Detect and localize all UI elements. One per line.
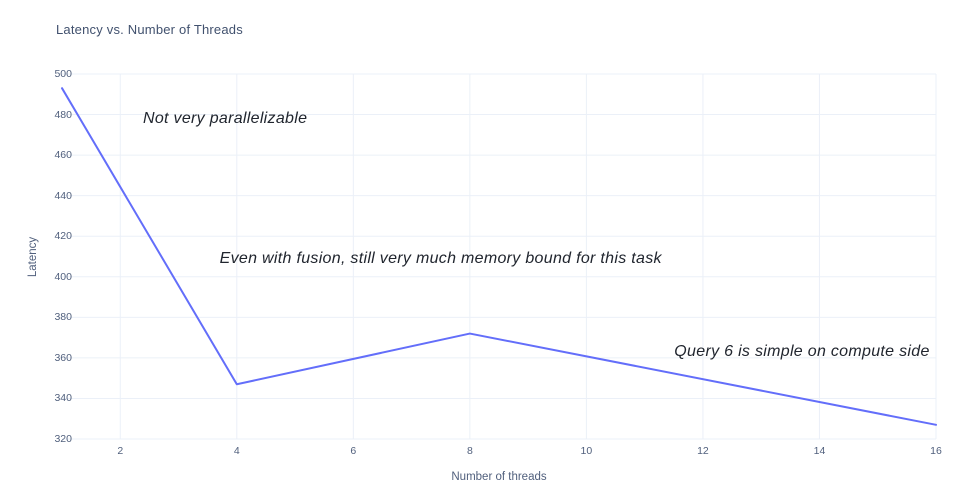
latency-line-trace[interactable] <box>61 87 937 426</box>
x-tick-label: 2 <box>117 445 124 457</box>
y-tick-label: 460 <box>54 149 72 162</box>
x-tick-label: 12 <box>697 445 709 457</box>
x-axis-title: Number of threads <box>451 471 547 483</box>
y-tick-label: 360 <box>54 351 72 364</box>
x-tick-label: 8 <box>466 445 473 457</box>
chart-title: Latency vs. Number of Threads <box>56 22 243 37</box>
chart-annotation: Query 6 is simple on compute side <box>674 342 930 360</box>
x-tick-label: 14 <box>813 445 826 457</box>
y-tick-label: 340 <box>54 392 72 405</box>
y-tick-label: 440 <box>54 189 72 202</box>
x-tick-label: 4 <box>233 445 240 457</box>
x-tick-label: 10 <box>580 445 593 457</box>
x-tick-label: 6 <box>350 445 357 457</box>
y-tick-label: 500 <box>54 68 72 80</box>
y-tick-label: 480 <box>54 108 72 121</box>
y-tick-label: 380 <box>54 311 72 324</box>
y-tick-label: 420 <box>54 230 72 243</box>
y-tick-label: 400 <box>54 270 72 283</box>
x-tick-label: 16 <box>930 445 942 457</box>
y-tick-label: 320 <box>54 433 72 445</box>
chart-annotation: Even with fusion, still very much memory… <box>219 249 662 267</box>
chart-annotation: Not very parallelizable <box>142 109 308 127</box>
y-axis-title: Latency <box>27 236 39 278</box>
